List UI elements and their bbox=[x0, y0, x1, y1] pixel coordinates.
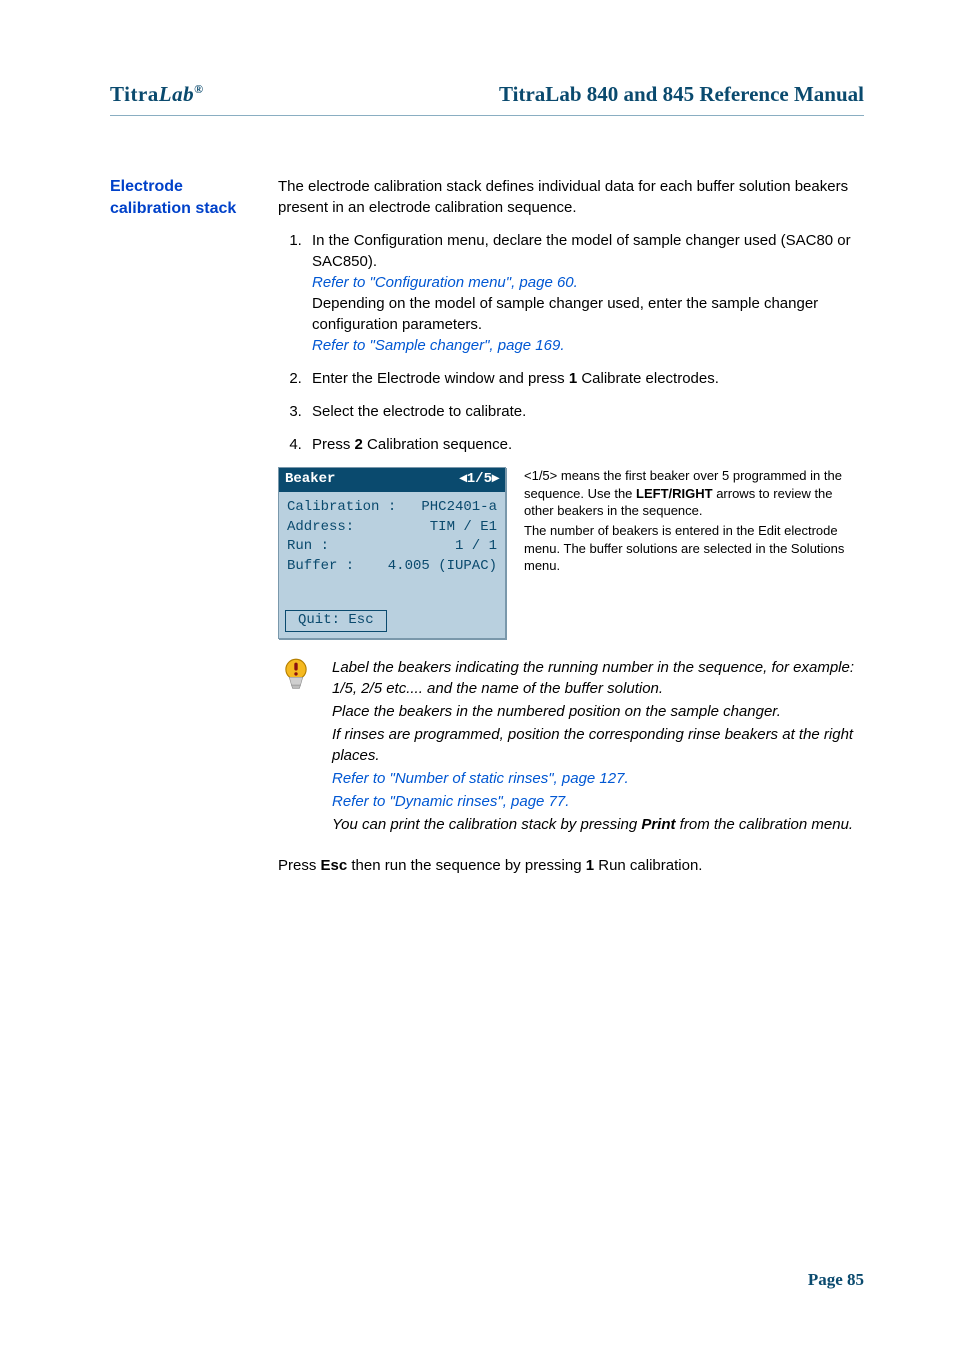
closing-pre: Press bbox=[278, 857, 321, 874]
closing-post: Run calibration. bbox=[594, 857, 702, 874]
caption-1-bold: LEFT/RIGHT bbox=[636, 486, 713, 501]
steps-list: In the Configuration menu, declare the m… bbox=[278, 230, 864, 455]
step-3: Select the electrode to calibrate. bbox=[306, 401, 864, 422]
row-label: Address: bbox=[287, 518, 354, 538]
print-keyword: Print bbox=[641, 816, 675, 833]
closing-text: Press Esc then run the sequence by press… bbox=[278, 855, 864, 876]
note-text: Label the beakers indicating the running… bbox=[332, 657, 864, 837]
step-4-post: Calibration sequence. bbox=[363, 436, 512, 453]
brand-suffix: Lab bbox=[159, 82, 194, 106]
step-1-text-a: In the Configuration menu, declare the m… bbox=[312, 232, 851, 270]
step-1-text-b: Depending on the model of sample changer… bbox=[312, 295, 818, 333]
brand-reg: ® bbox=[194, 82, 203, 96]
step-2: Enter the Electrode window and press 1 C… bbox=[306, 368, 864, 389]
section-side-heading: Electrode calibration stack bbox=[110, 176, 260, 888]
closing-key-1: 1 bbox=[586, 857, 594, 874]
brand-logo: TitraLab® bbox=[110, 80, 204, 109]
note-line-3: If rinses are programmed, position the c… bbox=[332, 724, 864, 766]
link-period: . bbox=[560, 337, 564, 354]
caption-2: The number of beakers is entered in the … bbox=[524, 522, 864, 575]
note-line-1: Label the beakers indicating the running… bbox=[332, 657, 864, 699]
link-period: . bbox=[624, 770, 628, 787]
dynamic-rinses-link[interactable]: Refer to "Dynamic rinses", page 77 bbox=[332, 793, 565, 810]
row-value: 1 / 1 bbox=[455, 537, 497, 557]
step-2-post: Calibrate electrodes. bbox=[577, 370, 719, 387]
device-screenshot: Beaker ◂1/5▸ Calibration : PHC2401-a Addr… bbox=[278, 467, 506, 639]
brand-prefix: Titra bbox=[110, 82, 159, 106]
note-4-pre: You can print the calibration stack by p… bbox=[332, 816, 641, 833]
page-number: Page 85 bbox=[110, 1268, 864, 1292]
link-period: . bbox=[574, 274, 578, 291]
note-icon bbox=[278, 657, 314, 699]
step-4: Press 2 Calibration sequence. bbox=[306, 434, 864, 455]
sample-changer-link[interactable]: Refer to "Sample changer", page 169 bbox=[312, 337, 560, 354]
row-value: 4.005 (IUPAC) bbox=[388, 557, 497, 577]
step-4-pre: Press bbox=[312, 436, 355, 453]
closing-key-esc: Esc bbox=[321, 857, 348, 874]
row-label: Run : bbox=[287, 537, 329, 557]
manual-title: TitraLab 840 and 845 Reference Manual bbox=[499, 80, 864, 109]
screenshot-titlebar: Beaker ◂1/5▸ bbox=[279, 468, 505, 492]
link-period: . bbox=[565, 793, 569, 810]
note-4-post: from the calibration menu. bbox=[676, 816, 854, 833]
row-value: TIM / E1 bbox=[430, 518, 497, 538]
intro-text: The electrode calibration stack defines … bbox=[278, 176, 864, 218]
static-rinses-link[interactable]: Refer to "Number of static rinses", page… bbox=[332, 770, 624, 787]
quit-button[interactable]: Quit: Esc bbox=[285, 610, 387, 632]
step-2-pre: Enter the Electrode window and press bbox=[312, 370, 569, 387]
step-2-key: 1 bbox=[569, 370, 577, 387]
row-label: Calibration : bbox=[287, 498, 396, 518]
screenshot-title: Beaker bbox=[285, 470, 335, 490]
screenshot-caption: <1/5> means the first beaker over 5 prog… bbox=[524, 467, 864, 639]
step-4-key: 2 bbox=[355, 436, 363, 453]
row-label: Buffer : bbox=[287, 557, 354, 577]
config-menu-link[interactable]: Refer to "Configuration menu", page 60 bbox=[312, 274, 574, 291]
closing-mid: then run the sequence by pressing bbox=[347, 857, 586, 874]
screenshot-pager: ◂1/5▸ bbox=[460, 470, 499, 490]
step-1: In the Configuration menu, declare the m… bbox=[306, 230, 864, 356]
note-line-2: Place the beakers in the numbered positi… bbox=[332, 701, 864, 722]
row-value: PHC2401-a bbox=[421, 498, 497, 518]
header-rule bbox=[110, 115, 864, 116]
